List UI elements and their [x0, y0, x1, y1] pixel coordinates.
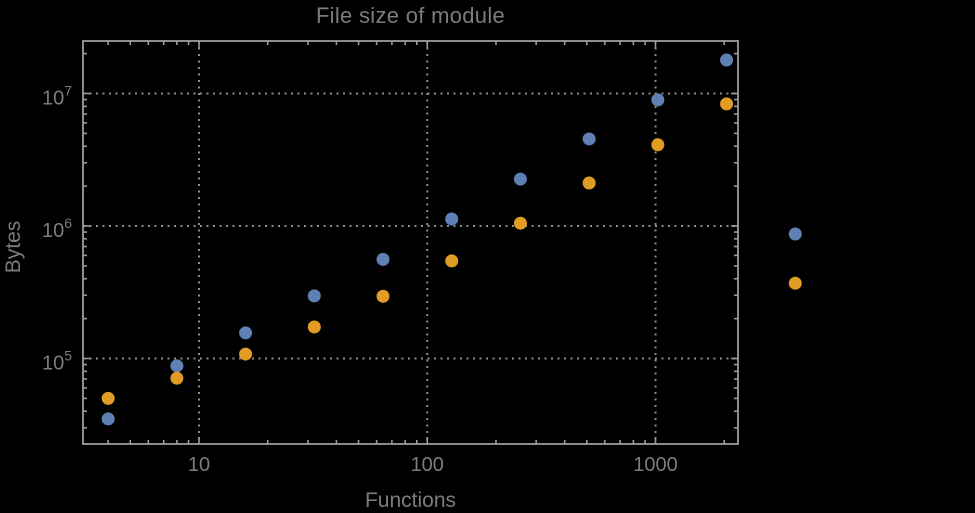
- y-tick-label: 106: [42, 215, 72, 242]
- data-point-orange: [513, 216, 527, 230]
- data-point-blue: [513, 172, 527, 186]
- x-tick-label: 10: [188, 454, 210, 476]
- chart-title: File size of module: [315, 3, 506, 28]
- data-point-blue: [307, 289, 321, 303]
- data-point-orange: [307, 320, 321, 334]
- data-point-blue: [239, 326, 253, 340]
- data-point-orange: [376, 289, 390, 303]
- data-point-blue: [101, 412, 115, 426]
- data-point-blue: [720, 53, 734, 67]
- plot-frame: [82, 40, 739, 445]
- data-point-orange: [170, 371, 184, 385]
- data-point-orange: [239, 347, 253, 361]
- data-point-blue: [582, 132, 596, 146]
- y-axis-label: Bytes: [2, 220, 25, 274]
- data-point-blue: [445, 212, 459, 226]
- x-axis-label: Functions: [364, 489, 457, 512]
- data-point-blue: [788, 227, 802, 241]
- data-point-blue: [651, 93, 665, 107]
- y-tick-label: 105: [42, 348, 72, 375]
- data-point-orange: [445, 254, 459, 268]
- data-point-orange: [651, 138, 665, 152]
- x-tick-label: 100: [411, 454, 444, 476]
- data-point-blue: [170, 359, 184, 373]
- data-point-blue: [376, 252, 390, 266]
- data-point-orange: [788, 276, 802, 290]
- data-point-orange: [720, 97, 734, 111]
- x-tick-label: 1000: [633, 454, 678, 476]
- data-point-orange: [582, 176, 596, 190]
- y-tick-label: 107: [42, 83, 72, 110]
- data-point-orange: [101, 391, 115, 405]
